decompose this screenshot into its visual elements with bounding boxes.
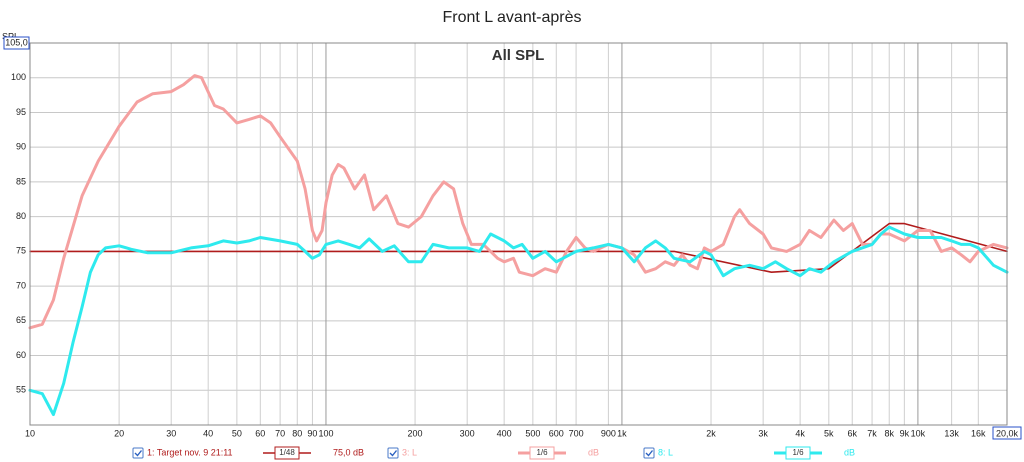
legend-check [389, 450, 398, 457]
x-tick-label: 80 [292, 428, 302, 438]
legend-level: dB [844, 447, 855, 457]
legend-level: 75,0 dB [333, 447, 364, 457]
x-tick-label: 3k [758, 428, 768, 438]
x-tick-label: 7k [867, 428, 877, 438]
x-tick-label: 4k [795, 428, 805, 438]
x-tick-label: 10 [25, 428, 35, 438]
y-tick-label: 80 [16, 211, 26, 221]
legend-level: dB [588, 447, 599, 457]
y-tick-label: 65 [16, 315, 26, 325]
y-tick-label: 55 [16, 385, 26, 395]
x-tick-label: 9k [900, 428, 910, 438]
plot-lines [28, 74, 1009, 417]
legend-smoothing: 1/48 [279, 448, 295, 457]
x-tick-label: 900 [601, 428, 616, 438]
x-tick-label: 60 [255, 428, 265, 438]
x-tick-label: 400 [497, 428, 512, 438]
legend-checkbox[interactable] [643, 447, 655, 459]
x-tick-label: 10k [911, 428, 926, 438]
legend-label: 1: Target nov. 9 21:11 [147, 447, 233, 457]
legend-check [645, 450, 654, 457]
legend-label: 8: L [658, 447, 673, 457]
y-axis-label: SPL [2, 31, 19, 41]
legend-smoothing: 1/6 [792, 448, 804, 457]
y-limit-box [3, 36, 30, 50]
plot-frame [29, 42, 1008, 426]
y-tick-label: 75 [16, 246, 26, 256]
x-tick-label: 500 [525, 428, 540, 438]
x-tick-label: 13k [944, 428, 959, 438]
chart-title: Front L avant-après [442, 9, 581, 26]
x-tick-label: 8k [884, 428, 894, 438]
x-tick-label: 20 [114, 428, 124, 438]
series-line [28, 74, 1009, 330]
x-tick-label: 50 [232, 428, 242, 438]
legend-checkbox[interactable] [387, 447, 399, 459]
legend: 1: Target nov. 9 21:11 1/48 75,0 dB 3: L 1/6… [132, 446, 855, 460]
x-tick-label: 2k [706, 428, 716, 438]
legend-check [134, 450, 143, 457]
legend-smoothing-box [529, 446, 555, 460]
x-tick-label: 30 [166, 428, 176, 438]
series-line [28, 225, 1009, 417]
x-tick-label: 300 [460, 428, 475, 438]
x-tick-label: 40 [203, 428, 213, 438]
chart-subtitle: All SPL [492, 47, 545, 64]
y-tick-label: 60 [16, 350, 26, 360]
legend-smoothing: 1/6 [536, 448, 548, 457]
x-tick-label: 1k [617, 428, 627, 438]
axes: 55 60 65 70 75 80 85 90 95 100 105,0 10 20 30 40 50 60 70… [3, 36, 1022, 440]
y-tick-label: 105,0 [5, 37, 28, 47]
legend-smoothing-box [274, 446, 300, 460]
legend-smoothing-box [785, 446, 811, 460]
x-tick-label: 200 [408, 428, 423, 438]
x-tick-label: 90 [307, 428, 317, 438]
y-tick-label: 90 [16, 142, 26, 152]
y-tick-label: 95 [16, 107, 26, 117]
x-tick-label: 5k [824, 428, 834, 438]
x-tick-label: 20,0k [996, 428, 1019, 438]
y-tick-label: 70 [16, 280, 26, 290]
x-tick-label: 100 [318, 428, 333, 438]
x-tick-label: 6k [847, 428, 857, 438]
x-tick-label: 16k [971, 428, 986, 438]
legend-checkbox[interactable] [132, 447, 144, 459]
x-limit-box [992, 426, 1022, 440]
x-tick-label: 700 [569, 428, 584, 438]
legend-label: 3: L [402, 447, 417, 457]
x-tick-label: 70 [275, 428, 285, 438]
y-tick-label: 85 [16, 176, 26, 186]
y-tick-label: 100 [11, 72, 26, 82]
x-tick-label: 600 [549, 428, 564, 438]
